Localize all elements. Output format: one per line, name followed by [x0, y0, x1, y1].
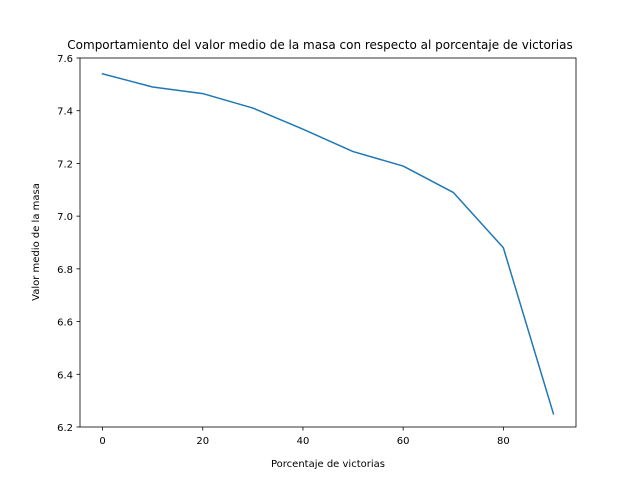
x-axis-label: Porcentaje de victorias — [271, 459, 385, 470]
data-point-0-6 — [402, 165, 404, 167]
y-axis-label: Valor medio de la masa — [31, 183, 42, 301]
x-tick-label-0: 0 — [99, 436, 105, 447]
data-point-0-7 — [452, 192, 454, 194]
y-tick-label-1: 6.4 — [57, 370, 73, 381]
data-point-0-1 — [152, 86, 154, 88]
chart-title: Comportamiento del valor medio de la mas… — [67, 38, 572, 52]
data-point-0-2 — [202, 93, 204, 95]
axes-frame — [79, 57, 577, 428]
y-tick-label-7: 7.6 — [57, 54, 73, 65]
series-line-0 — [101, 72, 555, 415]
x-tick-label-2: 40 — [297, 436, 310, 447]
y-tick-label-3: 6.8 — [57, 265, 73, 276]
y-tick-label-2: 6.6 — [57, 318, 73, 329]
data-point-0-5 — [352, 151, 354, 153]
data-point-0-4 — [302, 128, 304, 130]
x-tick-label-3: 60 — [397, 436, 410, 447]
y-tick-label-0: 6.2 — [57, 423, 73, 434]
data-point-0-0 — [102, 73, 104, 75]
y-tick-label-4: 7.0 — [57, 212, 73, 223]
data-point-0-8 — [503, 247, 505, 249]
data-point-0-9 — [553, 413, 555, 415]
x-tick-label-1: 20 — [196, 436, 209, 447]
plot-area: 0 20 40 60 80 6.2 6.4 6.6 6.8 7.0 7.2 7.4 7.6 — [57, 54, 577, 447]
y-tick-label-6: 7.4 — [57, 107, 73, 118]
x-tick-label-4: 80 — [497, 436, 510, 447]
data-point-0-3 — [252, 107, 254, 109]
y-tick-label-5: 7.2 — [57, 159, 73, 170]
